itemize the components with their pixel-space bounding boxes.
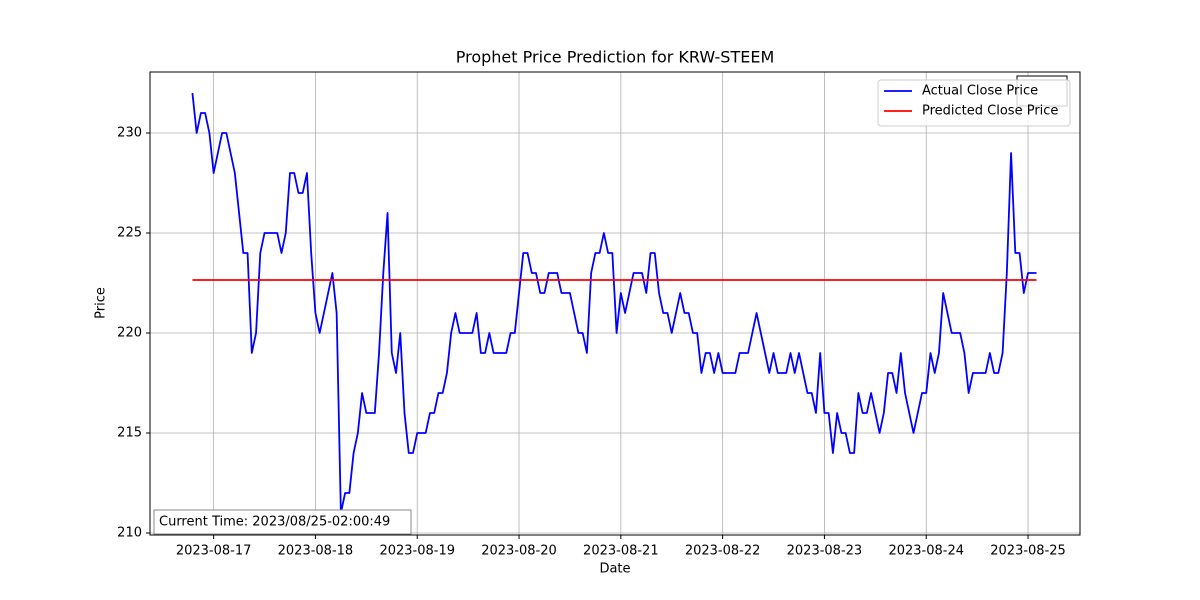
- plot-area: [191, 92, 1037, 514]
- axes-frame: [149, 71, 1081, 536]
- legend-label: Actual Close Price: [922, 84, 1038, 99]
- x-tick-label: 2023-08-18: [278, 544, 354, 559]
- legend: Actual Close Price Predicted Close Price: [877, 79, 1071, 127]
- y-tick-label: 210: [117, 526, 142, 541]
- legend-box: [877, 79, 1071, 127]
- price-line: [191, 92, 1037, 514]
- grid: 210 215 220 225 230 2023-08-17 2023-08-18 2023-…: [117, 72, 1080, 559]
- x-tick-label: 2023-08-23: [787, 544, 863, 559]
- chart-title: Prophet Price Prediction for KRW-STEEM: [456, 48, 775, 67]
- y-axis-label: Price: [94, 287, 109, 319]
- y-tick-label: 215: [117, 426, 142, 441]
- x-tick-label: 2023-08-21: [583, 544, 659, 559]
- x-tick-label: 2023-08-22: [685, 544, 761, 559]
- annotation: Current Time: 2023/08/25-02:00:49: [159, 515, 390, 530]
- x-axis-label: Date: [599, 562, 630, 577]
- x-tick-label: 2023-08-20: [481, 544, 557, 559]
- x-tick-label: 2023-08-17: [176, 544, 252, 559]
- y-tick-label: 230: [117, 126, 142, 141]
- y-tick-label: 220: [117, 326, 142, 341]
- annotation-box: [153, 509, 412, 535]
- x-tick-label: 2023-08-19: [379, 544, 455, 559]
- legend-label: Predicted Close Price: [922, 104, 1058, 119]
- x-tick-label: 2023-08-25: [990, 544, 1066, 559]
- y-tick-label: 225: [117, 226, 142, 241]
- x-tick-label: 2023-08-24: [888, 544, 964, 559]
